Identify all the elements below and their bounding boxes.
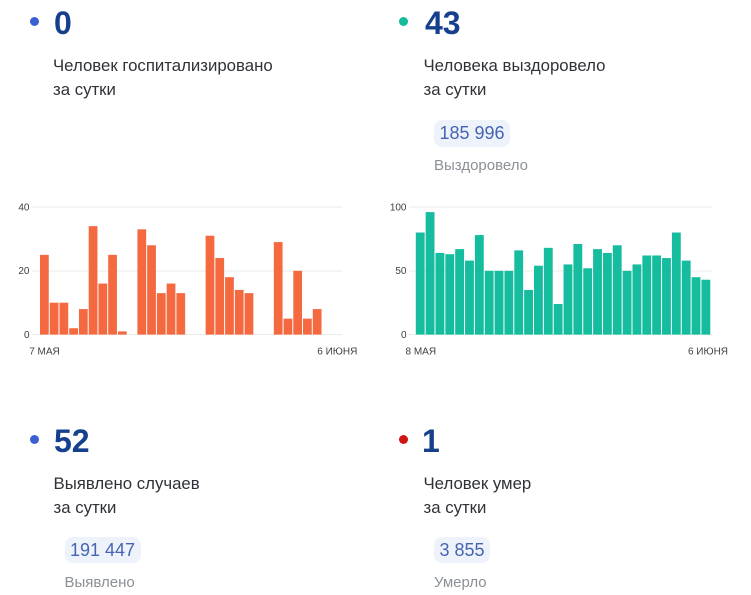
svg-text:0: 0 — [24, 330, 30, 341]
svg-text:6 ИЮНЯ: 6 ИЮНЯ — [317, 346, 357, 357]
svg-text:20: 20 — [18, 266, 30, 277]
svg-text:100: 100 — [390, 202, 407, 213]
svg-text:0: 0 — [401, 330, 407, 341]
svg-text:6 ИЮНЯ: 6 ИЮНЯ — [688, 346, 728, 357]
svg-text:50: 50 — [395, 266, 407, 277]
svg-text:7 МАЯ: 7 МАЯ — [29, 346, 60, 357]
svg-text:8 МАЯ: 8 МАЯ — [406, 346, 437, 357]
svg-text:40: 40 — [18, 202, 30, 213]
